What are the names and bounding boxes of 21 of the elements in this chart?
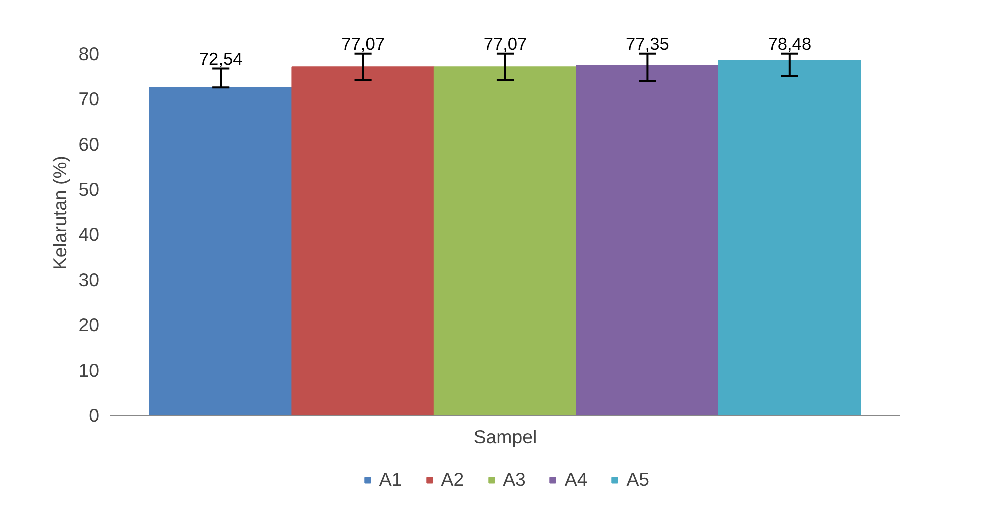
- legend-label: A3: [503, 469, 526, 491]
- y-tick-label: 60: [78, 134, 100, 155]
- y-tick-label: 0: [89, 405, 100, 426]
- y-tick-label: 30: [78, 269, 100, 290]
- y-tick-label: 70: [78, 88, 100, 110]
- data-label: 72,54: [199, 48, 244, 69]
- y-tick-label: 40: [78, 224, 100, 246]
- legend-label: A4: [564, 469, 588, 491]
- data-label: 77,07: [484, 34, 528, 54]
- data-label: 77,35: [626, 34, 670, 54]
- legend-label: A1: [379, 469, 402, 491]
- y-tick-label: 10: [78, 360, 100, 381]
- y-tick-label: 80: [78, 43, 100, 64]
- data-label: 77,07: [342, 34, 385, 54]
- x-axis-title: Sampel: [474, 426, 538, 448]
- y-tick-label: 20: [78, 314, 100, 336]
- data-label: 78,48: [768, 34, 812, 54]
- y-tick-label: 50: [78, 178, 100, 200]
- y-axis-title: Kelarutan (%): [50, 156, 71, 270]
- legend-label: A2: [441, 469, 464, 491]
- legend-label: A5: [626, 469, 650, 491]
